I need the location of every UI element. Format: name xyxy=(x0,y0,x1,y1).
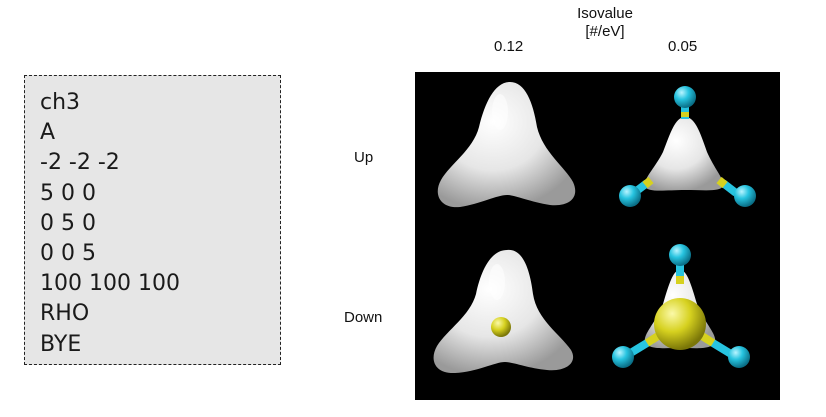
bond-icon xyxy=(676,262,684,282)
input-line: BYE xyxy=(40,331,82,357)
input-line: 0 0 5 xyxy=(40,241,96,267)
input-line: 100 100 100 xyxy=(40,271,180,297)
hydrogen-atom-icon xyxy=(619,185,641,207)
molecule-down-0-05 xyxy=(612,244,750,368)
carbon-atom-icon xyxy=(654,298,706,350)
hydrogen-atom-icon xyxy=(612,346,634,368)
hydrogen-atom-icon xyxy=(734,185,756,207)
hydrogen-atom-icon xyxy=(728,346,750,368)
isovalue-unit: [#/eV] xyxy=(585,23,625,40)
isosurface-down-0-12 xyxy=(433,249,574,374)
input-line: 0 5 0 xyxy=(40,210,96,236)
carbon-atom-icon xyxy=(491,317,511,337)
bond-icon xyxy=(716,176,728,189)
input-line: -2 -2 -2 xyxy=(40,150,120,176)
isovalue-column-label-2: 0.05 xyxy=(668,38,698,55)
input-line: 5 0 0 xyxy=(40,180,96,206)
isovalue-column-label-1: 0.12 xyxy=(494,38,524,55)
bond-icon xyxy=(642,176,654,189)
isosurface-canvas xyxy=(433,82,756,374)
input-line: ch3 xyxy=(40,90,81,115)
hydrogen-atom-icon xyxy=(674,86,696,108)
input-line: A xyxy=(40,120,56,146)
bond-icon xyxy=(699,332,716,347)
isovalue-header: Isovalue [#/eV] xyxy=(562,5,648,41)
input-file-panel: ch3 A -2 -2 -2 5 0 0 0 5 0 0 0 5 100 100… xyxy=(24,75,281,365)
spin-row-label-down: Down xyxy=(344,309,383,326)
input-line: RHO xyxy=(40,301,90,327)
bond-icon xyxy=(676,276,684,284)
bond-icon xyxy=(644,332,661,347)
hydrogen-atom-icon xyxy=(669,244,691,266)
molecule-up-0-05 xyxy=(619,86,756,207)
isosurface-visualization-panel xyxy=(415,72,780,400)
spin-row-label-up: Up xyxy=(354,149,374,166)
bond-icon xyxy=(681,112,689,117)
isosurface-up-0-12 xyxy=(437,82,576,208)
isovalue-title: Isovalue xyxy=(577,5,633,22)
